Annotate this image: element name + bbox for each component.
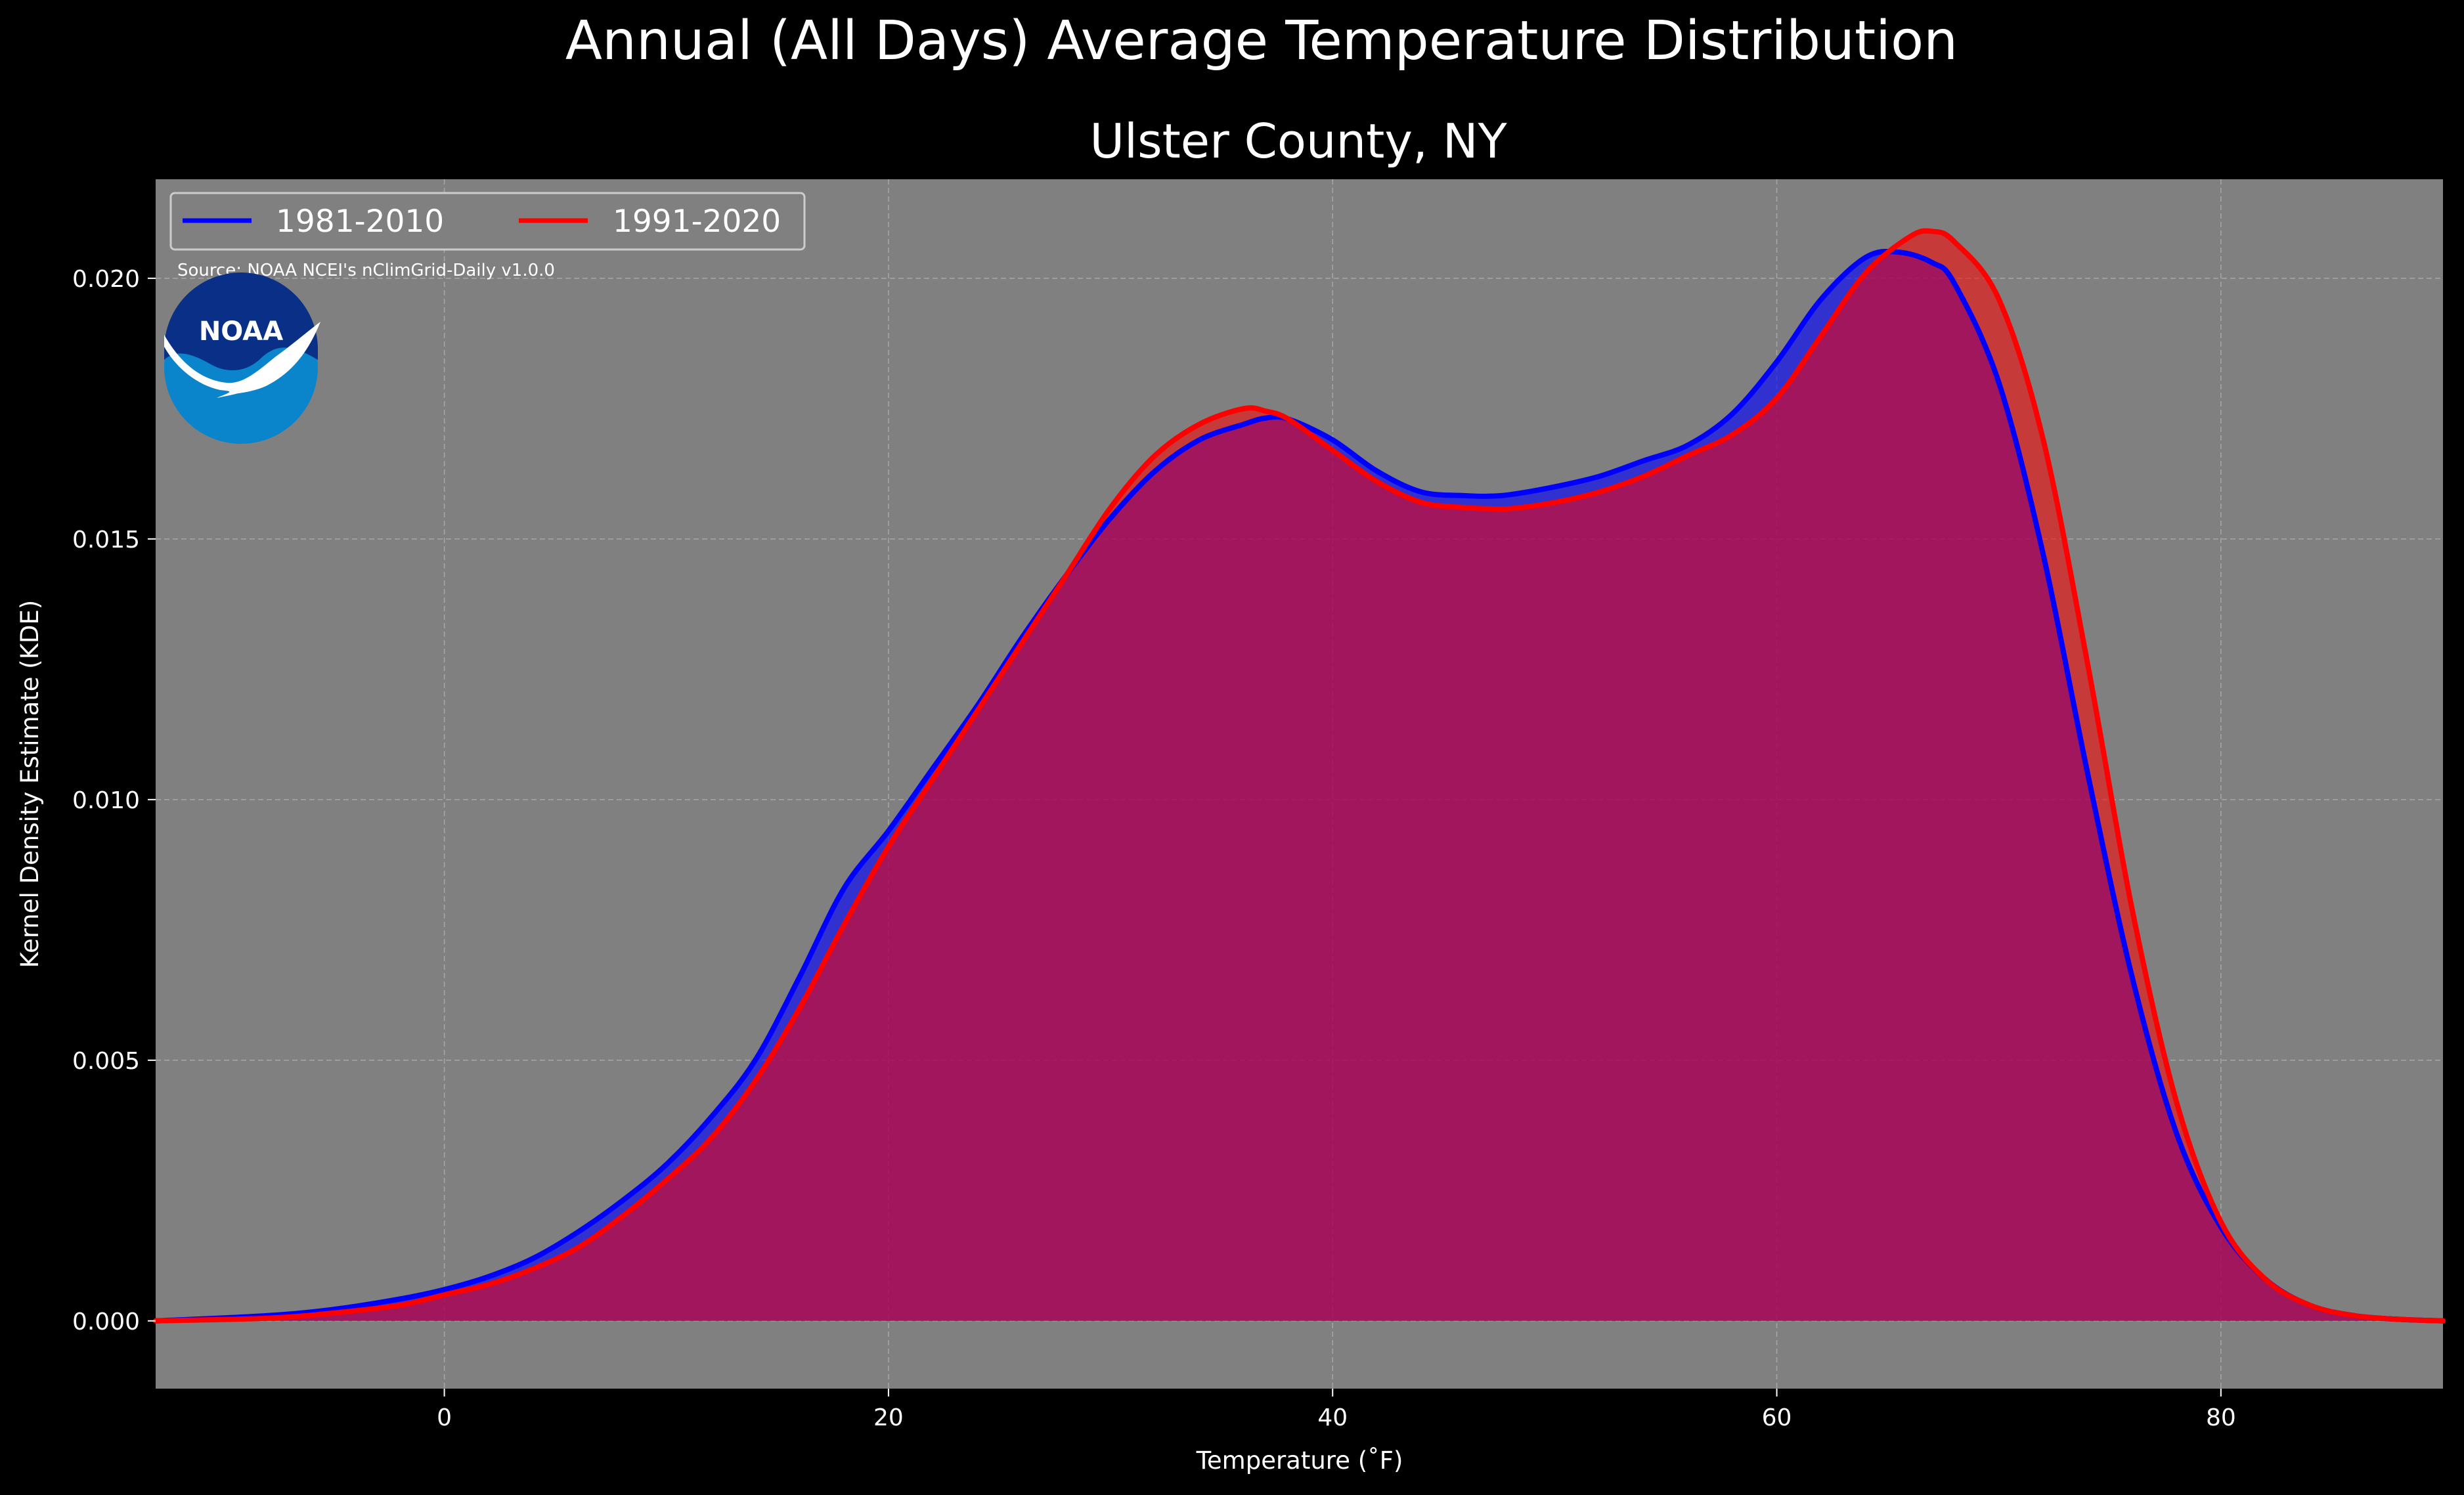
x-tick-label: 40 [1317, 1404, 1348, 1431]
legend-label-1991-2020: 1991-2020 [613, 204, 781, 240]
x-tick-label: 20 [873, 1404, 904, 1431]
legend: 1981-2010 1991-2020 [169, 192, 806, 251]
noaa-logo-top [164, 272, 318, 370]
y-tick-label: 0.005 [72, 1048, 140, 1075]
y-tick-label: 0.015 [72, 527, 140, 553]
series-area-1991-2020 [156, 230, 2443, 1321]
y-tick-label: 0.010 [72, 787, 140, 814]
series-line-1981-2010 [153, 248, 2446, 1324]
figure-suptitle: Annual (All Days) Average Temperature Di… [565, 10, 1958, 72]
y-tick-label: 0.020 [72, 266, 140, 293]
y-tick-label: 0.000 [72, 1309, 140, 1335]
legend-frame [169, 192, 806, 251]
noaa-logo: NOAA [164, 272, 320, 444]
noaa-logo-wordmark: NOAA [199, 316, 283, 347]
noaa-logo-gull [164, 322, 320, 398]
x-axis-label: Temperature (˚F) [1196, 1446, 1403, 1475]
x-tick-label: 0 [437, 1404, 452, 1431]
series-line-1991-2020 [153, 228, 2446, 1324]
series-line-layer [153, 228, 2446, 1324]
series-fill-layer [156, 230, 2443, 1321]
x-tick-label: 60 [1762, 1404, 1792, 1431]
y-axis-label: Kernel Density Estimate (KDE) [16, 600, 44, 968]
x-tick-label: 80 [2206, 1404, 2236, 1431]
plot-title: Ulster County, NY [1089, 114, 1507, 169]
axis-tick-layer: 0 20 40 60 80 0.000 0.005 0.010 0.015 0.020 [72, 266, 2236, 1431]
legend-label-1981-2010: 1981-2010 [276, 204, 444, 240]
